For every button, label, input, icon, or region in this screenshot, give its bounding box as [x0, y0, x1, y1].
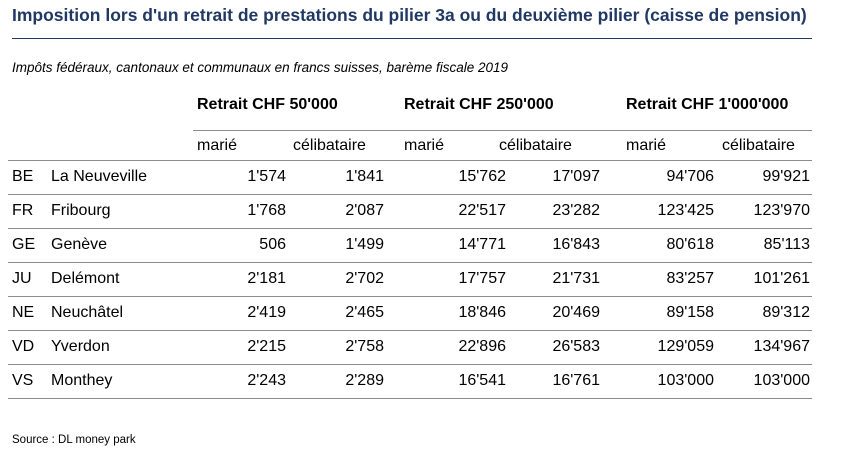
group-header-50000: Retrait CHF 50'000	[197, 96, 338, 113]
tax-value: 2'419	[247, 304, 286, 321]
tax-value: 506	[259, 236, 286, 253]
table-row: VS Monthey 2'243 2'289 16'541 16'761 103'000 10…	[0, 364, 846, 399]
city-name: Neuchâtel	[51, 304, 124, 321]
tax-value: 99'921	[762, 168, 810, 185]
table-row: FR Fribourg 1'768 2'087 22'517 23'282 123'425 1…	[0, 194, 846, 229]
subheader-single-1000000: célibataire	[722, 137, 795, 154]
city-name: La Neuveville	[51, 168, 148, 185]
canton-code: VS	[12, 372, 34, 389]
subheader-married-50000: marié	[197, 137, 238, 154]
tax-value: 1'768	[247, 202, 286, 219]
tax-value: 80'618	[666, 236, 714, 253]
tax-value: 2'289	[345, 372, 384, 389]
tax-value: 22'517	[458, 202, 506, 219]
city-name: Monthey	[51, 372, 113, 389]
tax-value: 134'967	[753, 338, 810, 355]
tax-value: 2'465	[345, 304, 384, 321]
tax-value: 16'843	[552, 236, 600, 253]
row-divider	[8, 364, 812, 365]
tax-value: 1'574	[247, 168, 286, 185]
row-divider	[8, 398, 812, 399]
tax-value: 16'761	[552, 372, 600, 389]
tax-value: 21'731	[552, 270, 600, 287]
group-header-1000000: Retrait CHF 1'000'000	[626, 96, 789, 113]
tax-value: 123'425	[657, 202, 714, 219]
subheader-married-250000: marié	[404, 137, 445, 154]
row-divider	[8, 228, 812, 229]
tax-value: 26'583	[552, 338, 600, 355]
table-row: VD Yverdon 2'215 2'758 22'896 26'583 129'059 13…	[0, 330, 846, 365]
tax-value: 1'841	[345, 168, 384, 185]
tax-value: 22'896	[458, 338, 506, 355]
group-header-250000: Retrait CHF 250'000	[404, 96, 554, 113]
subheader-single-250000: célibataire	[499, 137, 572, 154]
row-divider	[8, 262, 812, 263]
row-divider	[8, 194, 812, 195]
tax-value: 2'702	[345, 270, 384, 287]
canton-code: VD	[12, 338, 35, 355]
table-row: NE Neuchâtel 2'419 2'465 18'846 20'469 89'158 8…	[0, 296, 846, 331]
subheader-single-50000: célibataire	[293, 137, 366, 154]
city-name: Yverdon	[51, 338, 110, 355]
tax-value: 123'970	[753, 202, 810, 219]
table-row: JU Delémont 2'181 2'702 17'757 21'731 83'257 10…	[0, 262, 846, 297]
tax-value: 2'243	[247, 372, 286, 389]
tax-value: 16'541	[458, 372, 506, 389]
subheader-married-1000000: marié	[626, 137, 667, 154]
city-name: Genève	[51, 236, 108, 253]
tax-value: 103'000	[657, 372, 714, 389]
title-divider	[12, 38, 812, 39]
table-subtitle: Impôts fédéraux, cantonaux et communaux …	[12, 60, 509, 75]
tax-value: 103'000	[753, 372, 810, 389]
tax-value: 85'113	[763, 236, 810, 253]
tax-value: 17'757	[458, 270, 506, 287]
city-name: Delémont	[51, 270, 120, 287]
tax-value: 23'282	[552, 202, 600, 219]
city-name: Fribourg	[51, 202, 111, 219]
table-row: GE Genève 506 1'499 14'771 16'843 80'618 85'113	[0, 228, 846, 263]
header-divider	[8, 160, 812, 161]
tax-value: 83'257	[666, 270, 714, 287]
row-divider	[8, 330, 812, 331]
row-divider	[8, 296, 812, 297]
tax-value: 2'087	[345, 202, 384, 219]
canton-code: BE	[12, 168, 34, 185]
tax-value: 17'097	[552, 168, 600, 185]
tax-value: 14'771	[458, 236, 506, 253]
canton-code: NE	[12, 304, 35, 321]
canton-code: JU	[12, 270, 32, 287]
tax-value: 2'181	[247, 270, 286, 287]
table-row: BE La Neuveville 1'574 1'841 15'762 17'097 94'…	[0, 160, 846, 195]
tax-value: 94'706	[666, 168, 714, 185]
group-header-divider	[193, 130, 812, 131]
tax-value: 129'059	[657, 338, 714, 355]
tax-value: 2'215	[247, 338, 286, 355]
page-title: Imposition lors d'un retrait de prestati…	[12, 5, 807, 25]
tax-value: 2'758	[345, 338, 384, 355]
tax-value: 20'469	[552, 304, 600, 321]
tax-value: 89'158	[666, 304, 714, 321]
tax-value: 101'261	[753, 270, 810, 287]
tax-value: 15'762	[458, 168, 506, 185]
tax-value: 89'312	[762, 304, 810, 321]
tax-value: 18'846	[458, 304, 506, 321]
canton-code: FR	[12, 202, 34, 219]
tax-value: 1'499	[345, 236, 384, 253]
source-note: Source : DL money park	[12, 434, 136, 446]
canton-code: GE	[12, 236, 36, 253]
